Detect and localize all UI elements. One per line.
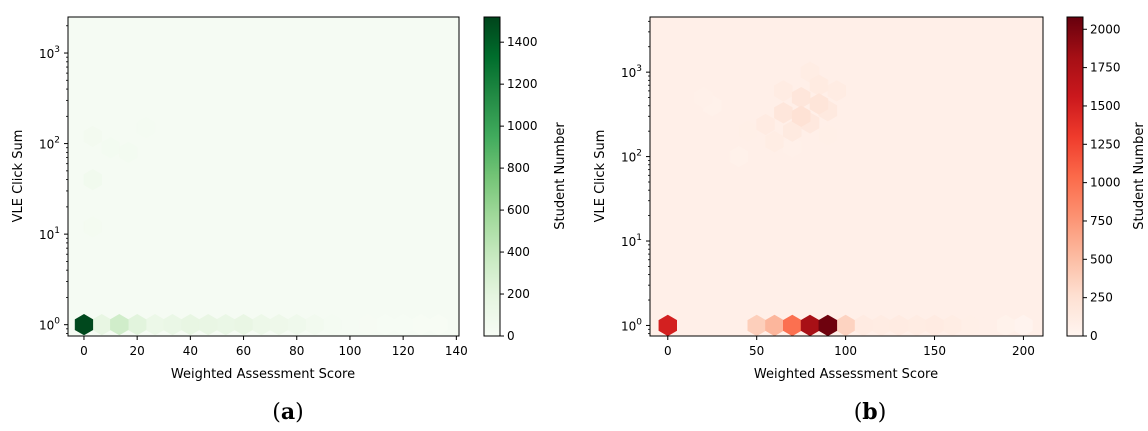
x-tick-label: 60: [236, 344, 251, 358]
hexbin-cell: [765, 131, 784, 153]
hexbin-cell: [925, 314, 944, 337]
colorbar-tick-label: 800: [507, 161, 530, 175]
hexbin-cell: [747, 95, 766, 117]
colorbar-tick-label: 0: [507, 329, 515, 343]
y-tick-label: 101: [39, 226, 60, 242]
y-tick-label: 101: [621, 233, 642, 249]
hexbin-cell: [729, 145, 749, 168]
x-tick-label: 40: [183, 344, 198, 358]
colorbar: 0 200 400 600 800 1000 1200 1400: [483, 16, 538, 343]
hexbin-cell: [809, 74, 829, 96]
y-tick-label: 100: [621, 317, 642, 333]
y-tick-label: 100: [39, 317, 60, 333]
y-tick-label: 103: [621, 64, 642, 80]
hexbin-cell: [818, 314, 838, 337]
colorbar-tick-label: 200: [507, 287, 530, 301]
colorbar-tick-label: 1000: [1090, 176, 1121, 190]
x-tick-label: 20: [130, 344, 145, 358]
hexbin-cell: [827, 80, 847, 102]
colorbar-tick-label: 600: [507, 203, 530, 217]
axes-frame: [649, 16, 1044, 337]
x-tick-label: 200: [1012, 344, 1035, 358]
panel-label-b: (b): [854, 399, 887, 425]
hexbin-cell: [234, 314, 253, 336]
colorbar-gradient: [1066, 16, 1084, 337]
x-tick-label: 120: [392, 344, 415, 358]
colorbar-tick-label: 400: [507, 245, 530, 259]
y-tick-label: 103: [39, 45, 60, 61]
colorbar-gradient: [483, 16, 501, 337]
colorbar-tick-label: 1750: [1090, 61, 1121, 75]
y-tick-label: 102: [621, 149, 642, 165]
hexbin-cell: [809, 93, 829, 115]
panel-label-a: (a): [272, 399, 303, 425]
colorbar-tick-label: 0: [1090, 329, 1098, 343]
hexbin-cell: [429, 314, 448, 336]
hexbin-cell: [181, 314, 200, 336]
hexbin-cell: [694, 86, 713, 109]
plot-area: 0 20 40 60 80 100 120 140 100 101 102 103: [39, 16, 468, 358]
hexbin-cell: [83, 125, 102, 148]
colorbar-tick-label: 1200: [507, 77, 538, 91]
hexbin-cell: [889, 314, 909, 337]
hexbin-chart-a: 0 20 40 60 80 100 120 140 100 101 102 103 VLE Click…: [11, 16, 568, 425]
axes-frame: [67, 16, 460, 337]
x-tick-label: 140: [445, 344, 468, 358]
x-axis-title: Weighted Assessment Score: [754, 367, 938, 382]
colorbar-tick-label: 250: [1090, 291, 1113, 305]
hexbin-chart-b: 0 50 100 150 200 100 101 102 103 VLE Click Sum W…: [593, 16, 1147, 425]
hexbin-cell: [83, 216, 102, 238]
x-tick-label: 100: [338, 344, 361, 358]
y-axis-title: VLE Click Sum: [593, 130, 608, 223]
hexbin-cell: [101, 137, 120, 159]
x-tick-label: 150: [923, 344, 946, 358]
colorbar-tick-label: 750: [1090, 214, 1113, 228]
y-tick-label: 102: [39, 136, 60, 152]
hexbin-cell: [83, 169, 102, 191]
hexbin-cell: [110, 314, 129, 336]
hexbin-background: [650, 17, 1043, 336]
hexbin-cell: [791, 105, 811, 127]
colorbar-tick-label: 500: [1090, 252, 1113, 266]
hexbin-background: [68, 17, 459, 336]
x-tick-label: 100: [834, 344, 857, 358]
colorbar-tick-label: 2000: [1090, 22, 1121, 36]
x-tick-label: 0: [80, 344, 88, 358]
hexbin-cell: [658, 314, 678, 337]
x-tick-label: 50: [749, 344, 764, 358]
y-axis-title: VLE Click Sum: [11, 130, 26, 223]
hexbin-cell: [119, 141, 138, 163]
x-axis-title: Weighted Assessment Score: [171, 367, 355, 382]
colorbar-tick-label: 1500: [1090, 99, 1121, 113]
x-tick-label: 80: [289, 344, 304, 358]
colorbar-tick-label: 1250: [1090, 137, 1121, 151]
plot-area: 0 50 100 150 200 100 101 102 103: [621, 16, 1044, 358]
colorbar-tick-label: 1000: [507, 119, 538, 133]
colorbar-tick-label: 1400: [507, 35, 538, 49]
colorbar: 0 250 500 750 1000 1250 1500 1750 2000: [1066, 16, 1121, 343]
hexbin-cell: [818, 124, 838, 146]
hexbin-cell: [756, 113, 775, 136]
colorbar-label: Student Number: [1132, 122, 1147, 230]
x-tick-label: 0: [664, 344, 672, 358]
hexbin-cell: [74, 314, 94, 336]
colorbar-label: Student Number: [553, 122, 568, 230]
hexbin-cell: [738, 120, 758, 142]
hexbin-cell: [136, 117, 156, 139]
